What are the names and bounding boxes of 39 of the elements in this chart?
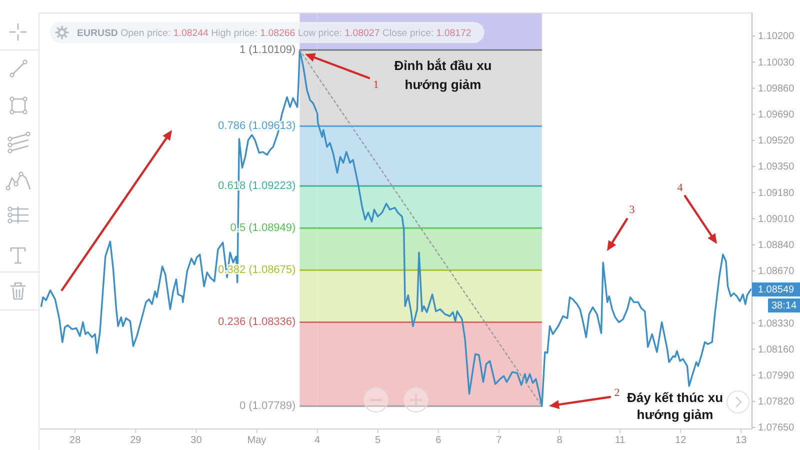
annotation: 1 — [373, 79, 379, 91]
y-tick-label: 1.09350 — [758, 162, 795, 173]
annotation: Đỉnh bắt đầu xu hướng giảm — [394, 58, 492, 92]
y-tick-label: 1.09010 — [758, 214, 795, 225]
y-tick-label: 1.09520 — [758, 136, 795, 147]
text: 1.08549 — [758, 284, 795, 295]
y-tick-label: 1.07820 — [758, 396, 795, 408]
y-tick-label: 1.07990 — [758, 370, 795, 382]
y-tick-label: 1.09180 — [758, 188, 795, 199]
x-tick-label: 11 — [614, 435, 626, 446]
x-tick-label: May — [247, 435, 266, 446]
text: 38:14 — [771, 300, 797, 311]
y-tick-label: 1.08330 — [758, 318, 795, 330]
x-tick-label: 4 — [314, 435, 321, 446]
x-tick-label: 8 — [556, 435, 563, 446]
ref-line-label: 0.236 (1.08336) — [218, 316, 296, 328]
x-tick-label: 12 — [675, 435, 687, 446]
y-tick-label: 1.10200 — [758, 31, 795, 42]
y-tick-label: 1.10030 — [758, 57, 795, 68]
x-tick-label: 30 — [190, 435, 202, 446]
annotation: 3 — [629, 204, 636, 216]
x-tick-label: 5 — [375, 435, 382, 446]
y-tick-label: 1.07650 — [758, 422, 795, 434]
y-tick-label: 1.08840 — [758, 240, 795, 251]
y-tick-label: 1.09690 — [758, 110, 795, 121]
x-tick-label: 29 — [130, 435, 142, 446]
y-tick-label: 1.08670 — [758, 266, 795, 278]
annotation: 4 — [677, 182, 684, 194]
annotation: 2 — [614, 387, 620, 399]
ref-line-label: 0 (1.07789) — [239, 400, 296, 412]
ref-line-label: 1 (1.10109) — [239, 44, 296, 56]
y-tick-label: 1.08160 — [758, 344, 795, 356]
x-tick-label: 6 — [436, 435, 442, 446]
y-tick-label: 1.09860 — [758, 83, 795, 94]
x-tick-label: 13 — [736, 435, 748, 446]
x-tick-label: 28 — [70, 435, 82, 446]
chart-title: EURUSD Open price: 1.08244 High price: 1.08266 Low price: 1.08027 Close price: 1.08172 — [77, 28, 472, 39]
annotation: Đáy kết thúc xu hướng giảm — [626, 390, 724, 422]
x-tick-label: 7 — [496, 435, 502, 446]
